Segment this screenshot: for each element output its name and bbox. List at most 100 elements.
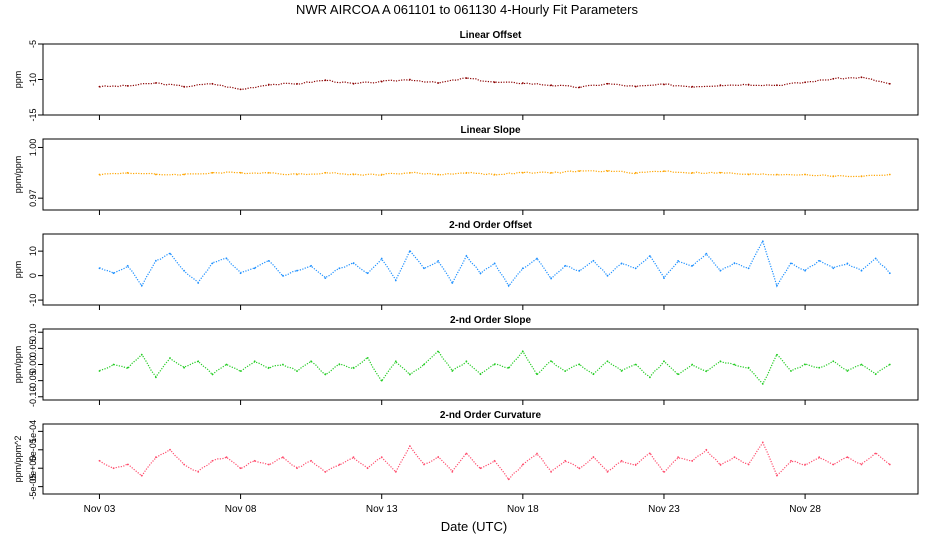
data-point (564, 370, 567, 372)
data-point (324, 471, 327, 473)
data-point (521, 350, 524, 353)
data-point (663, 277, 665, 279)
data-point (493, 262, 496, 265)
data-point (804, 463, 806, 466)
data-point (126, 366, 129, 369)
data-point (140, 353, 143, 356)
panel-1: Linear Offset ppm -5 -10 -15 (13, 30, 919, 122)
data-point (324, 277, 327, 279)
data-point (747, 173, 750, 176)
data-point (112, 272, 115, 275)
data-point (649, 452, 651, 455)
data-point (550, 84, 552, 87)
data-point (310, 459, 312, 462)
data-point (211, 373, 214, 376)
data-point (465, 171, 468, 174)
data-point (663, 471, 665, 473)
data-point (606, 471, 609, 473)
data-point (253, 360, 256, 363)
data-point (888, 82, 891, 85)
y-tick-label: 0.05 (28, 340, 38, 358)
data-point (832, 360, 835, 363)
data-point (437, 82, 440, 84)
data-point (267, 366, 270, 369)
data-point (296, 269, 298, 272)
data-point (804, 173, 806, 176)
data-point (197, 360, 200, 363)
data-point (282, 363, 284, 366)
panel-frame (42, 138, 919, 211)
data-point (98, 459, 101, 462)
data-point (719, 463, 722, 466)
data-point (338, 463, 341, 466)
data-point (550, 360, 552, 363)
data-point (296, 173, 298, 176)
data-point (860, 269, 863, 272)
data-point (296, 370, 298, 372)
data-point (493, 81, 496, 84)
data-point (155, 82, 157, 84)
data-point (832, 463, 835, 466)
x-axis-label: Date (UTC) (441, 519, 507, 534)
series-line (99, 349, 891, 385)
data-point (649, 376, 651, 379)
y-tick-label: -15 (28, 108, 38, 121)
data-point (888, 463, 891, 466)
data-point (606, 360, 609, 363)
data-point (409, 78, 411, 81)
data-point (409, 171, 411, 174)
data-point (888, 363, 891, 366)
data-point (225, 363, 228, 366)
data-point (564, 264, 567, 267)
data-point (846, 262, 849, 265)
data-point (98, 267, 101, 270)
data-point (705, 370, 708, 372)
data-point (663, 83, 665, 86)
y-axis-label: ppm/ppm (13, 346, 23, 384)
x-tick-label: Nov 13 (366, 504, 398, 515)
data-point (874, 257, 877, 260)
y-tick-label: -5 (28, 40, 38, 48)
data-point (409, 373, 411, 376)
data-point (761, 240, 764, 243)
data-point (423, 363, 425, 366)
data-point (507, 284, 510, 287)
data-point (324, 171, 327, 174)
data-point (888, 173, 891, 176)
data-point (733, 262, 736, 265)
data-point (521, 267, 524, 270)
y-tick-label: 0 (28, 273, 38, 278)
data-point (874, 452, 877, 455)
y-tick-label: 0.10 (28, 323, 38, 341)
data-point (140, 284, 143, 287)
data-point (267, 260, 270, 262)
data-point (578, 170, 581, 173)
panel-title: Linear Slope (460, 125, 520, 136)
data-point (211, 459, 214, 462)
data-point (493, 459, 496, 462)
data-point (409, 445, 411, 447)
data-point (536, 257, 538, 260)
panel-frame (42, 43, 919, 116)
y-axis-label: ppm/ppm (13, 156, 23, 194)
data-point (761, 383, 764, 385)
data-point (169, 252, 171, 255)
data-point (155, 456, 157, 459)
data-point (211, 171, 214, 174)
data-point (521, 463, 524, 466)
data-point (606, 170, 609, 173)
data-point (423, 463, 425, 466)
data-point (267, 83, 270, 86)
data-point (437, 456, 440, 459)
data-point (112, 467, 115, 470)
data-point (437, 350, 440, 353)
data-point (282, 456, 284, 459)
data-point (634, 463, 637, 466)
data-point (663, 360, 665, 363)
data-point (267, 171, 270, 174)
data-point (366, 272, 369, 275)
data-point (126, 264, 129, 267)
data-point (564, 459, 567, 462)
panel-frame (42, 233, 919, 306)
data-point (126, 463, 129, 466)
